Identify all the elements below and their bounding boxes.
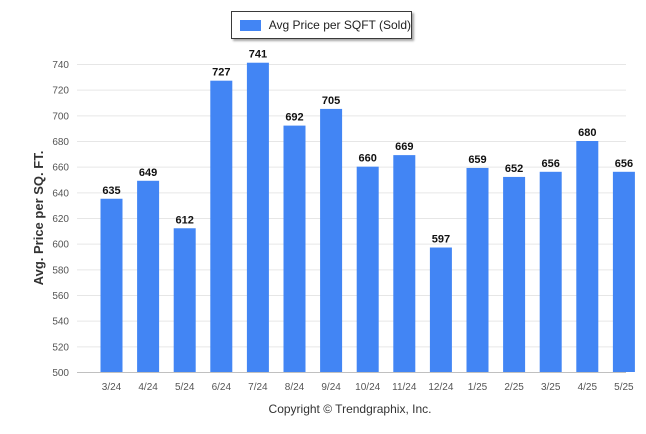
y-tick-label: 720 xyxy=(52,86,69,97)
x-tick-label: 4/24 xyxy=(138,382,158,393)
data-labels: 635 649 612 727 741 692 705 660 669 597 659 652 656 6… xyxy=(102,49,633,246)
y-tick-label: 540 xyxy=(52,317,69,328)
x-tick-label: 3/24 xyxy=(102,382,122,393)
data-label: 612 xyxy=(176,214,194,226)
data-label: 727 xyxy=(212,67,230,79)
y-tick-label: 700 xyxy=(52,111,69,122)
legend-label: Avg Price per SQFT (Sold) xyxy=(268,18,411,32)
copyright-text: Copyright © Trendgraphix, Inc. xyxy=(269,402,432,416)
data-label: 741 xyxy=(249,49,267,61)
bar xyxy=(466,167,489,372)
data-label: 649 xyxy=(139,167,157,179)
x-tick-label: 9/24 xyxy=(321,382,341,393)
data-label: 660 xyxy=(359,153,377,165)
bar xyxy=(576,141,599,372)
y-tick-label: 580 xyxy=(52,265,69,276)
y-tick-label: 560 xyxy=(52,291,69,302)
bar xyxy=(173,228,196,372)
data-label: 656 xyxy=(542,158,560,170)
x-tick-label: 2/25 xyxy=(504,382,524,393)
y-tick-label: 620 xyxy=(52,214,69,225)
bar xyxy=(246,62,269,372)
axes: 500 520 540 560 580 600 620 640 660 680 700 720 740 3… xyxy=(52,60,634,393)
bar xyxy=(429,247,452,372)
x-tick-label: 6/24 xyxy=(212,382,232,393)
bar xyxy=(100,198,123,372)
bar xyxy=(356,166,379,372)
bar xyxy=(137,180,160,372)
bar xyxy=(503,176,526,372)
x-tick-label: 4/25 xyxy=(578,382,598,393)
gridlines xyxy=(77,64,626,348)
data-label: 705 xyxy=(322,95,340,107)
bar xyxy=(283,125,306,372)
x-tick-label: 10/24 xyxy=(355,382,380,393)
bar xyxy=(210,80,233,372)
y-tick-label: 660 xyxy=(52,163,69,174)
data-label: 652 xyxy=(505,163,523,175)
y-tick-label: 500 xyxy=(52,368,69,379)
data-label: 692 xyxy=(285,112,303,124)
bar xyxy=(393,155,416,372)
x-tick-label: 1/25 xyxy=(468,382,488,393)
chart-legend: Avg Price per SQFT (Sold) xyxy=(231,11,412,39)
data-label: 597 xyxy=(432,234,450,246)
x-tick-label: 12/24 xyxy=(428,382,453,393)
x-tick-label: 11/24 xyxy=(392,382,417,393)
x-tick-label: 5/25 xyxy=(614,382,634,393)
data-label: 656 xyxy=(615,158,633,170)
legend-swatch xyxy=(240,19,261,31)
y-tick-label: 600 xyxy=(52,240,69,251)
y-tick-label: 520 xyxy=(52,342,69,353)
x-tick-label: 7/24 xyxy=(248,382,268,393)
bar xyxy=(612,171,635,372)
data-label: 635 xyxy=(102,185,120,197)
bar xyxy=(539,171,562,372)
y-tick-label: 680 xyxy=(52,137,69,148)
data-label: 680 xyxy=(578,127,596,139)
bar xyxy=(320,108,343,373)
data-label: 659 xyxy=(468,154,486,166)
y-tick-label: 740 xyxy=(52,60,69,71)
x-tick-label: 5/24 xyxy=(175,382,195,393)
y-tick-label: 640 xyxy=(52,188,69,199)
x-tick-label: 3/25 xyxy=(541,382,561,393)
x-tick-label: 8/24 xyxy=(285,382,305,393)
y-axis-title: Avg. Price per SQ. FT. xyxy=(31,151,46,286)
bars xyxy=(100,62,635,373)
data-label: 669 xyxy=(395,141,413,153)
